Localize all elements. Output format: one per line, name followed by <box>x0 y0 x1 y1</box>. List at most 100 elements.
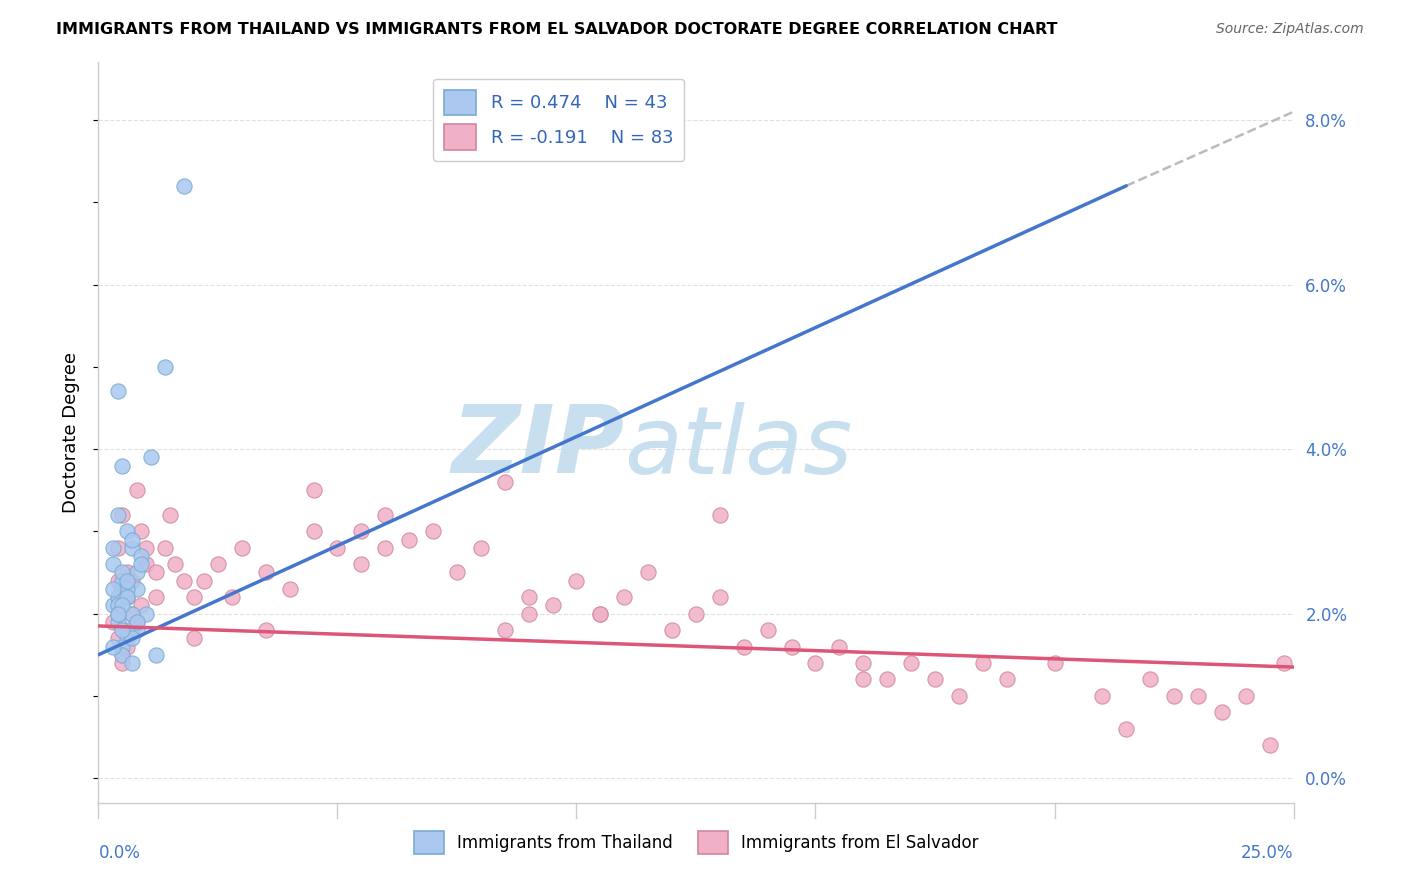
Y-axis label: Doctorate Degree: Doctorate Degree <box>62 352 80 513</box>
Point <box>131 558 153 572</box>
Point <box>517 590 540 604</box>
Point <box>115 590 138 604</box>
Point <box>111 574 134 588</box>
Point <box>876 673 898 687</box>
Point <box>756 623 779 637</box>
Point <box>159 508 181 522</box>
Point <box>121 623 143 637</box>
Point <box>121 656 143 670</box>
Point <box>125 566 148 580</box>
Point <box>1187 689 1209 703</box>
Point <box>661 623 683 637</box>
Text: Source: ZipAtlas.com: Source: ZipAtlas.com <box>1216 22 1364 37</box>
Point <box>613 590 636 604</box>
Point <box>115 623 138 637</box>
Point <box>446 566 468 580</box>
Point <box>231 541 253 555</box>
Point <box>115 566 138 580</box>
Point <box>221 590 243 604</box>
Point <box>828 640 851 654</box>
Point <box>972 656 994 670</box>
Point <box>121 607 143 621</box>
Point <box>374 508 396 522</box>
Point <box>852 673 875 687</box>
Point <box>852 656 875 670</box>
Point <box>1211 706 1233 720</box>
Point <box>107 632 129 646</box>
Point <box>948 689 970 703</box>
Point <box>494 475 516 489</box>
Point <box>398 533 420 547</box>
Point <box>207 558 229 572</box>
Point <box>107 615 129 629</box>
Point <box>131 599 153 613</box>
Point <box>115 574 138 588</box>
Point <box>1091 689 1114 703</box>
Point <box>326 541 349 555</box>
Point <box>131 549 153 563</box>
Point <box>125 615 148 629</box>
Point <box>101 640 124 654</box>
Point <box>107 607 129 621</box>
Point <box>125 483 148 498</box>
Point <box>422 524 444 539</box>
Legend: Immigrants from Thailand, Immigrants from El Salvador: Immigrants from Thailand, Immigrants fro… <box>406 824 986 861</box>
Point <box>111 656 134 670</box>
Point <box>374 541 396 555</box>
Point <box>278 582 301 596</box>
Point <box>107 599 129 613</box>
Point <box>111 508 134 522</box>
Point <box>101 615 124 629</box>
Point <box>350 524 373 539</box>
Point <box>1163 689 1185 703</box>
Point <box>541 599 564 613</box>
Point <box>125 582 148 596</box>
Point <box>589 607 612 621</box>
Point <box>121 574 143 588</box>
Point <box>302 524 325 539</box>
Point <box>709 508 731 522</box>
Text: 25.0%: 25.0% <box>1241 844 1294 862</box>
Point <box>924 673 946 687</box>
Point <box>111 566 134 580</box>
Point <box>145 566 167 580</box>
Point <box>1234 689 1257 703</box>
Point <box>193 574 215 588</box>
Point <box>111 623 134 637</box>
Point <box>173 178 195 193</box>
Point <box>780 640 803 654</box>
Point <box>131 524 153 539</box>
Point <box>1258 738 1281 752</box>
Point <box>107 607 129 621</box>
Point <box>470 541 492 555</box>
Point <box>107 590 129 604</box>
Point <box>589 607 612 621</box>
Point <box>121 632 143 646</box>
Point <box>107 508 129 522</box>
Point <box>995 673 1018 687</box>
Point <box>107 541 129 555</box>
Point <box>135 541 157 555</box>
Text: IMMIGRANTS FROM THAILAND VS IMMIGRANTS FROM EL SALVADOR DOCTORATE DEGREE CORRELA: IMMIGRANTS FROM THAILAND VS IMMIGRANTS F… <box>56 22 1057 37</box>
Point <box>107 574 129 588</box>
Point <box>121 607 143 621</box>
Point <box>115 590 138 604</box>
Point <box>115 640 138 654</box>
Point <box>1272 656 1295 670</box>
Point <box>111 599 134 613</box>
Point <box>254 623 277 637</box>
Point <box>139 450 162 465</box>
Point <box>494 623 516 637</box>
Point <box>517 607 540 621</box>
Point <box>135 607 157 621</box>
Point <box>115 590 138 604</box>
Point <box>101 541 124 555</box>
Point <box>121 541 143 555</box>
Point <box>101 582 124 596</box>
Point <box>125 623 148 637</box>
Point <box>107 384 129 399</box>
Point <box>685 607 707 621</box>
Point <box>121 533 143 547</box>
Point <box>115 632 138 646</box>
Point <box>135 558 157 572</box>
